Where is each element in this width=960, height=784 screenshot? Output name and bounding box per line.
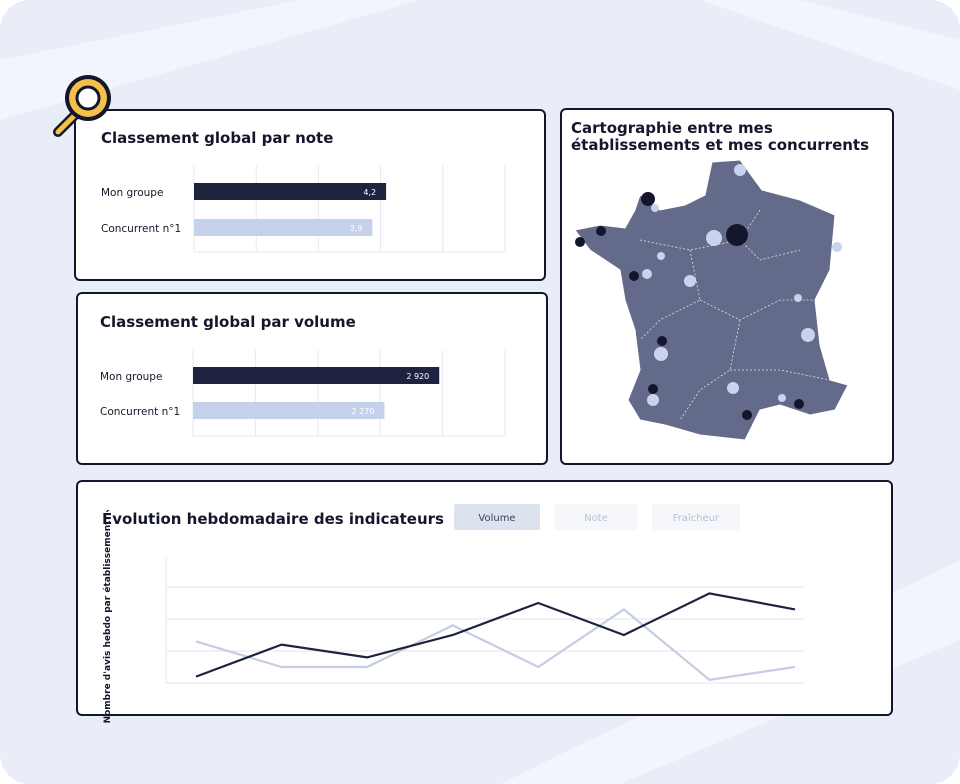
category-label: Concurrent n°1 <box>100 406 180 418</box>
bar <box>193 402 385 419</box>
value-label: 2 270 <box>352 407 375 416</box>
category-label: Mon groupe <box>100 371 162 383</box>
bar <box>193 367 440 384</box>
france-map <box>574 159 849 441</box>
tab[interactable] <box>454 504 540 530</box>
card <box>76 480 893 716</box>
line <box>195 592 796 678</box>
line <box>195 608 796 681</box>
line-grid <box>166 586 805 684</box>
y-axis-label: Nombre d'avis hebdo par établissement <box>102 520 113 724</box>
bar <box>194 183 387 200</box>
value-label: 3,9 <box>350 224 363 233</box>
chart-title: Classement global par volume <box>100 313 356 331</box>
bar <box>194 219 373 236</box>
tab[interactable] <box>652 504 740 530</box>
chart-title: Évolution hebdomadaire des indicateurs <box>102 509 444 528</box>
category-label: Concurrent n°1 <box>101 223 181 235</box>
tab-label[interactable]: Volume <box>478 513 515 524</box>
value-label: 4,2 <box>363 188 376 197</box>
tab-label[interactable]: Fraîcheur <box>673 512 720 524</box>
value-label: 2 920 <box>406 372 429 381</box>
search-icon <box>53 75 111 137</box>
category-label: Mon groupe <box>101 187 163 199</box>
tab[interactable] <box>554 504 638 530</box>
tabs: Volume Note Fraîcheur <box>454 504 740 530</box>
tab-label[interactable]: Note <box>584 513 608 524</box>
chart-title: Classement global par note <box>101 129 333 147</box>
map-title: Cartographie entre mes établissements et… <box>571 119 870 154</box>
